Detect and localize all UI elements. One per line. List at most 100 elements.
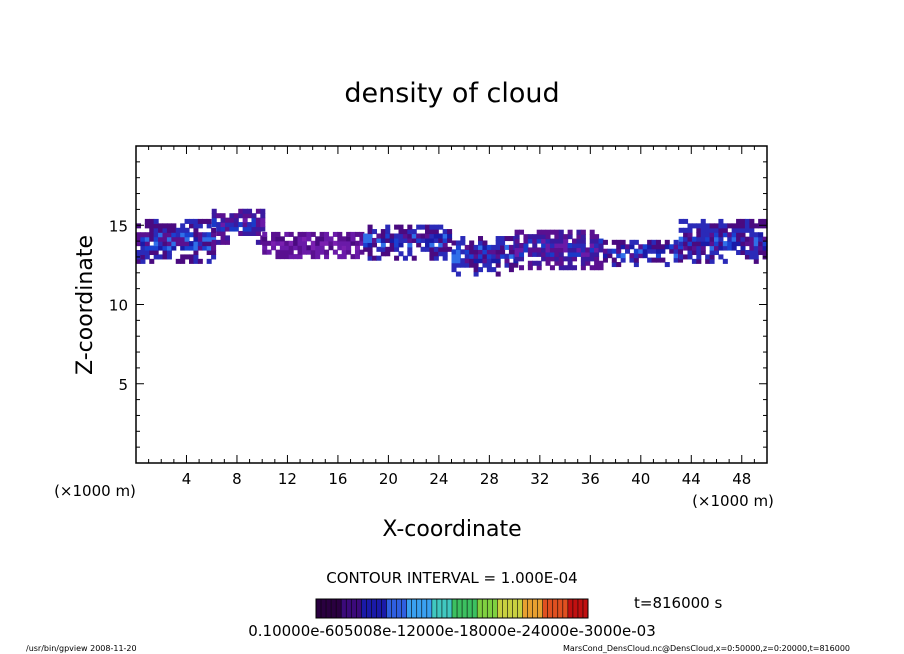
density-cell <box>589 247 595 253</box>
density-cell <box>683 254 689 260</box>
density-cell <box>251 230 257 236</box>
density-cell <box>709 227 715 233</box>
density-cell <box>491 249 497 255</box>
density-cell <box>346 245 352 251</box>
density-cell <box>140 236 146 242</box>
density-cell <box>532 247 538 253</box>
density-cell <box>549 256 555 262</box>
density-cell <box>242 213 248 219</box>
density-cell <box>563 247 569 253</box>
x-axis-label: X-coordinate <box>382 517 521 542</box>
density-cell <box>180 232 186 238</box>
density-cell <box>572 238 578 244</box>
density-cell <box>705 236 711 242</box>
density-cell <box>202 236 208 242</box>
density-cell <box>193 236 199 242</box>
density-cell <box>279 245 285 251</box>
density-cell <box>638 248 644 254</box>
density-cell <box>288 245 294 251</box>
density-cell <box>306 236 312 242</box>
density-cell <box>709 249 715 256</box>
density-cell <box>655 248 661 254</box>
density-cell <box>567 256 573 262</box>
density-cell <box>469 262 475 268</box>
density-cell <box>744 254 750 260</box>
density-cell <box>242 226 248 232</box>
density-cell <box>211 208 217 214</box>
density-cell <box>216 222 222 228</box>
density-cell <box>438 233 444 239</box>
density-cell <box>385 237 391 243</box>
density-cell <box>523 243 529 249</box>
density-cell <box>541 256 547 262</box>
density-cell <box>558 260 564 266</box>
density-cell <box>288 240 294 246</box>
density-cell <box>585 251 591 257</box>
density-cell <box>500 240 506 246</box>
density-cell <box>293 254 299 260</box>
density-cell <box>175 241 181 247</box>
density-cell <box>541 234 547 240</box>
density-cell <box>514 256 520 262</box>
density-cell <box>242 230 248 236</box>
density-cell <box>722 227 728 233</box>
density-cell <box>504 253 510 259</box>
x-tick-label: 48 <box>732 470 751 488</box>
density-cell <box>293 236 299 242</box>
density-cell <box>460 262 466 268</box>
density-cell <box>402 237 408 243</box>
density-cell <box>558 238 564 244</box>
density-cell <box>514 234 520 240</box>
density-cell <box>220 226 226 232</box>
density-cell <box>705 258 711 264</box>
colorbar-cell <box>522 599 528 618</box>
density-cell <box>180 258 186 264</box>
density-cell <box>140 258 146 264</box>
density-cell <box>411 229 417 235</box>
density-cell <box>180 254 186 260</box>
density-cell <box>447 233 453 239</box>
density-cell <box>718 241 724 247</box>
density-cell <box>416 237 422 243</box>
density-cell <box>310 254 316 260</box>
density-cell <box>691 236 697 242</box>
density-cell <box>180 245 186 251</box>
density-cell <box>545 247 551 253</box>
density-cell <box>718 245 724 251</box>
density-cell <box>438 246 444 252</box>
colorbar-cell <box>411 599 417 618</box>
density-cell <box>297 249 303 255</box>
density-cell <box>532 238 538 244</box>
density-cell <box>549 238 555 244</box>
density-cell <box>519 265 525 271</box>
density-cell <box>255 230 261 236</box>
density-cell <box>442 251 448 257</box>
density-cell <box>149 258 155 264</box>
density-cell <box>193 227 199 233</box>
density-cell <box>545 243 551 249</box>
density-cell <box>451 240 457 246</box>
density-cell <box>718 254 724 260</box>
density-cell <box>211 245 217 251</box>
density-cell <box>554 247 560 253</box>
density-cell <box>411 255 417 261</box>
colorbar-cell <box>351 599 357 618</box>
density-cell <box>153 245 159 251</box>
density-cell <box>478 267 484 273</box>
density-cell <box>136 258 142 264</box>
density-cell <box>394 242 400 248</box>
density-cell <box>633 239 639 245</box>
density-cell <box>478 249 484 255</box>
density-cell <box>140 241 146 247</box>
density-cell <box>433 237 439 243</box>
density-cell <box>206 249 212 256</box>
density-cell <box>153 227 159 233</box>
density-cell <box>255 208 261 214</box>
density-cell <box>306 245 312 251</box>
density-cell <box>651 244 657 250</box>
density-cell <box>669 248 675 254</box>
density-cell <box>655 257 661 263</box>
y-axis-label: Z-coordinate <box>73 235 98 375</box>
density-cell <box>275 231 281 237</box>
